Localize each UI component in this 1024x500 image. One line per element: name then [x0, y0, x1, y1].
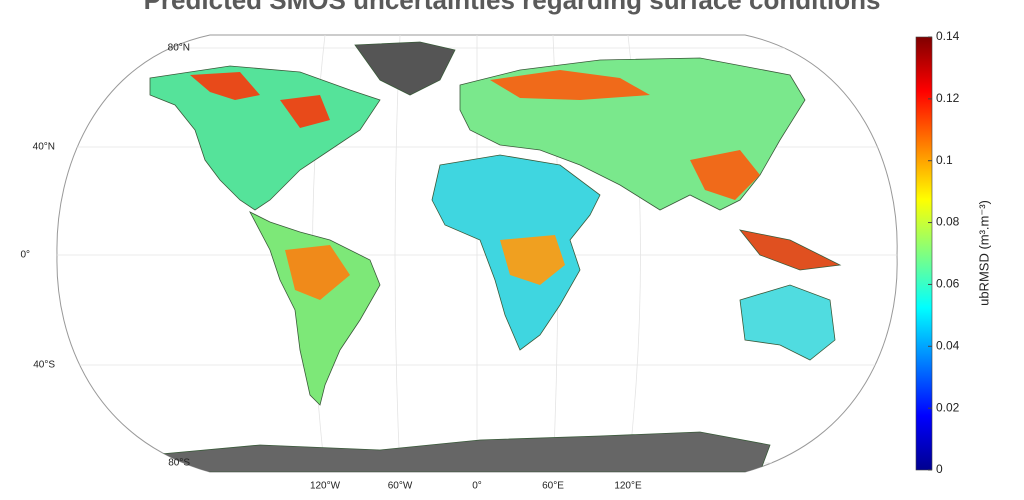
- colorbar-tick-label: 0.14: [936, 29, 960, 43]
- colorbar-tick-label: 0.1: [936, 153, 953, 167]
- lon-labels: 120°W 60°W 0° 60°E 120°E: [310, 481, 642, 492]
- colorbar-ramp: [915, 36, 933, 471]
- colorbar-tick-label: 0.12: [936, 91, 960, 105]
- lat-labels: 80°N 40°N 0° 40°S 80°S: [20, 43, 190, 469]
- lon-label: 120°W: [310, 481, 341, 492]
- colorbar-tick-label: 0.08: [936, 215, 960, 229]
- colorbar-tick-label: 0: [936, 462, 943, 476]
- lon-label: 0°: [472, 481, 482, 492]
- lon-label: 120°E: [614, 481, 642, 492]
- colorbar: ubRMSD (m³.m⁻³) 0 0.02 0.04 0.06 0.08 0.1 0.12…: [915, 29, 991, 476]
- colorbar-tick-label: 0.04: [936, 338, 960, 352]
- lat-label: 40°N: [33, 142, 55, 153]
- lon-label: 60°W: [388, 481, 413, 492]
- lat-label: 80°S: [168, 458, 190, 469]
- lat-label: 40°S: [33, 360, 55, 371]
- title: Predicted SMOS uncertainties regarding s…: [144, 0, 881, 15]
- land: [149, 41, 842, 472]
- lat-label: 80°N: [168, 43, 190, 54]
- lat-label: 0°: [20, 250, 30, 261]
- lon-label: 60°E: [542, 481, 564, 492]
- colorbar-tick-label: 0.02: [936, 400, 960, 414]
- map: 80°N 40°N 0° 40°S 80°S 120°W 60°W 0° 60°E 120°E: [20, 34, 898, 492]
- colorbar-tick-label: 0.06: [936, 277, 960, 291]
- colorbar-label: ubRMSD (m³.m⁻³): [976, 200, 991, 306]
